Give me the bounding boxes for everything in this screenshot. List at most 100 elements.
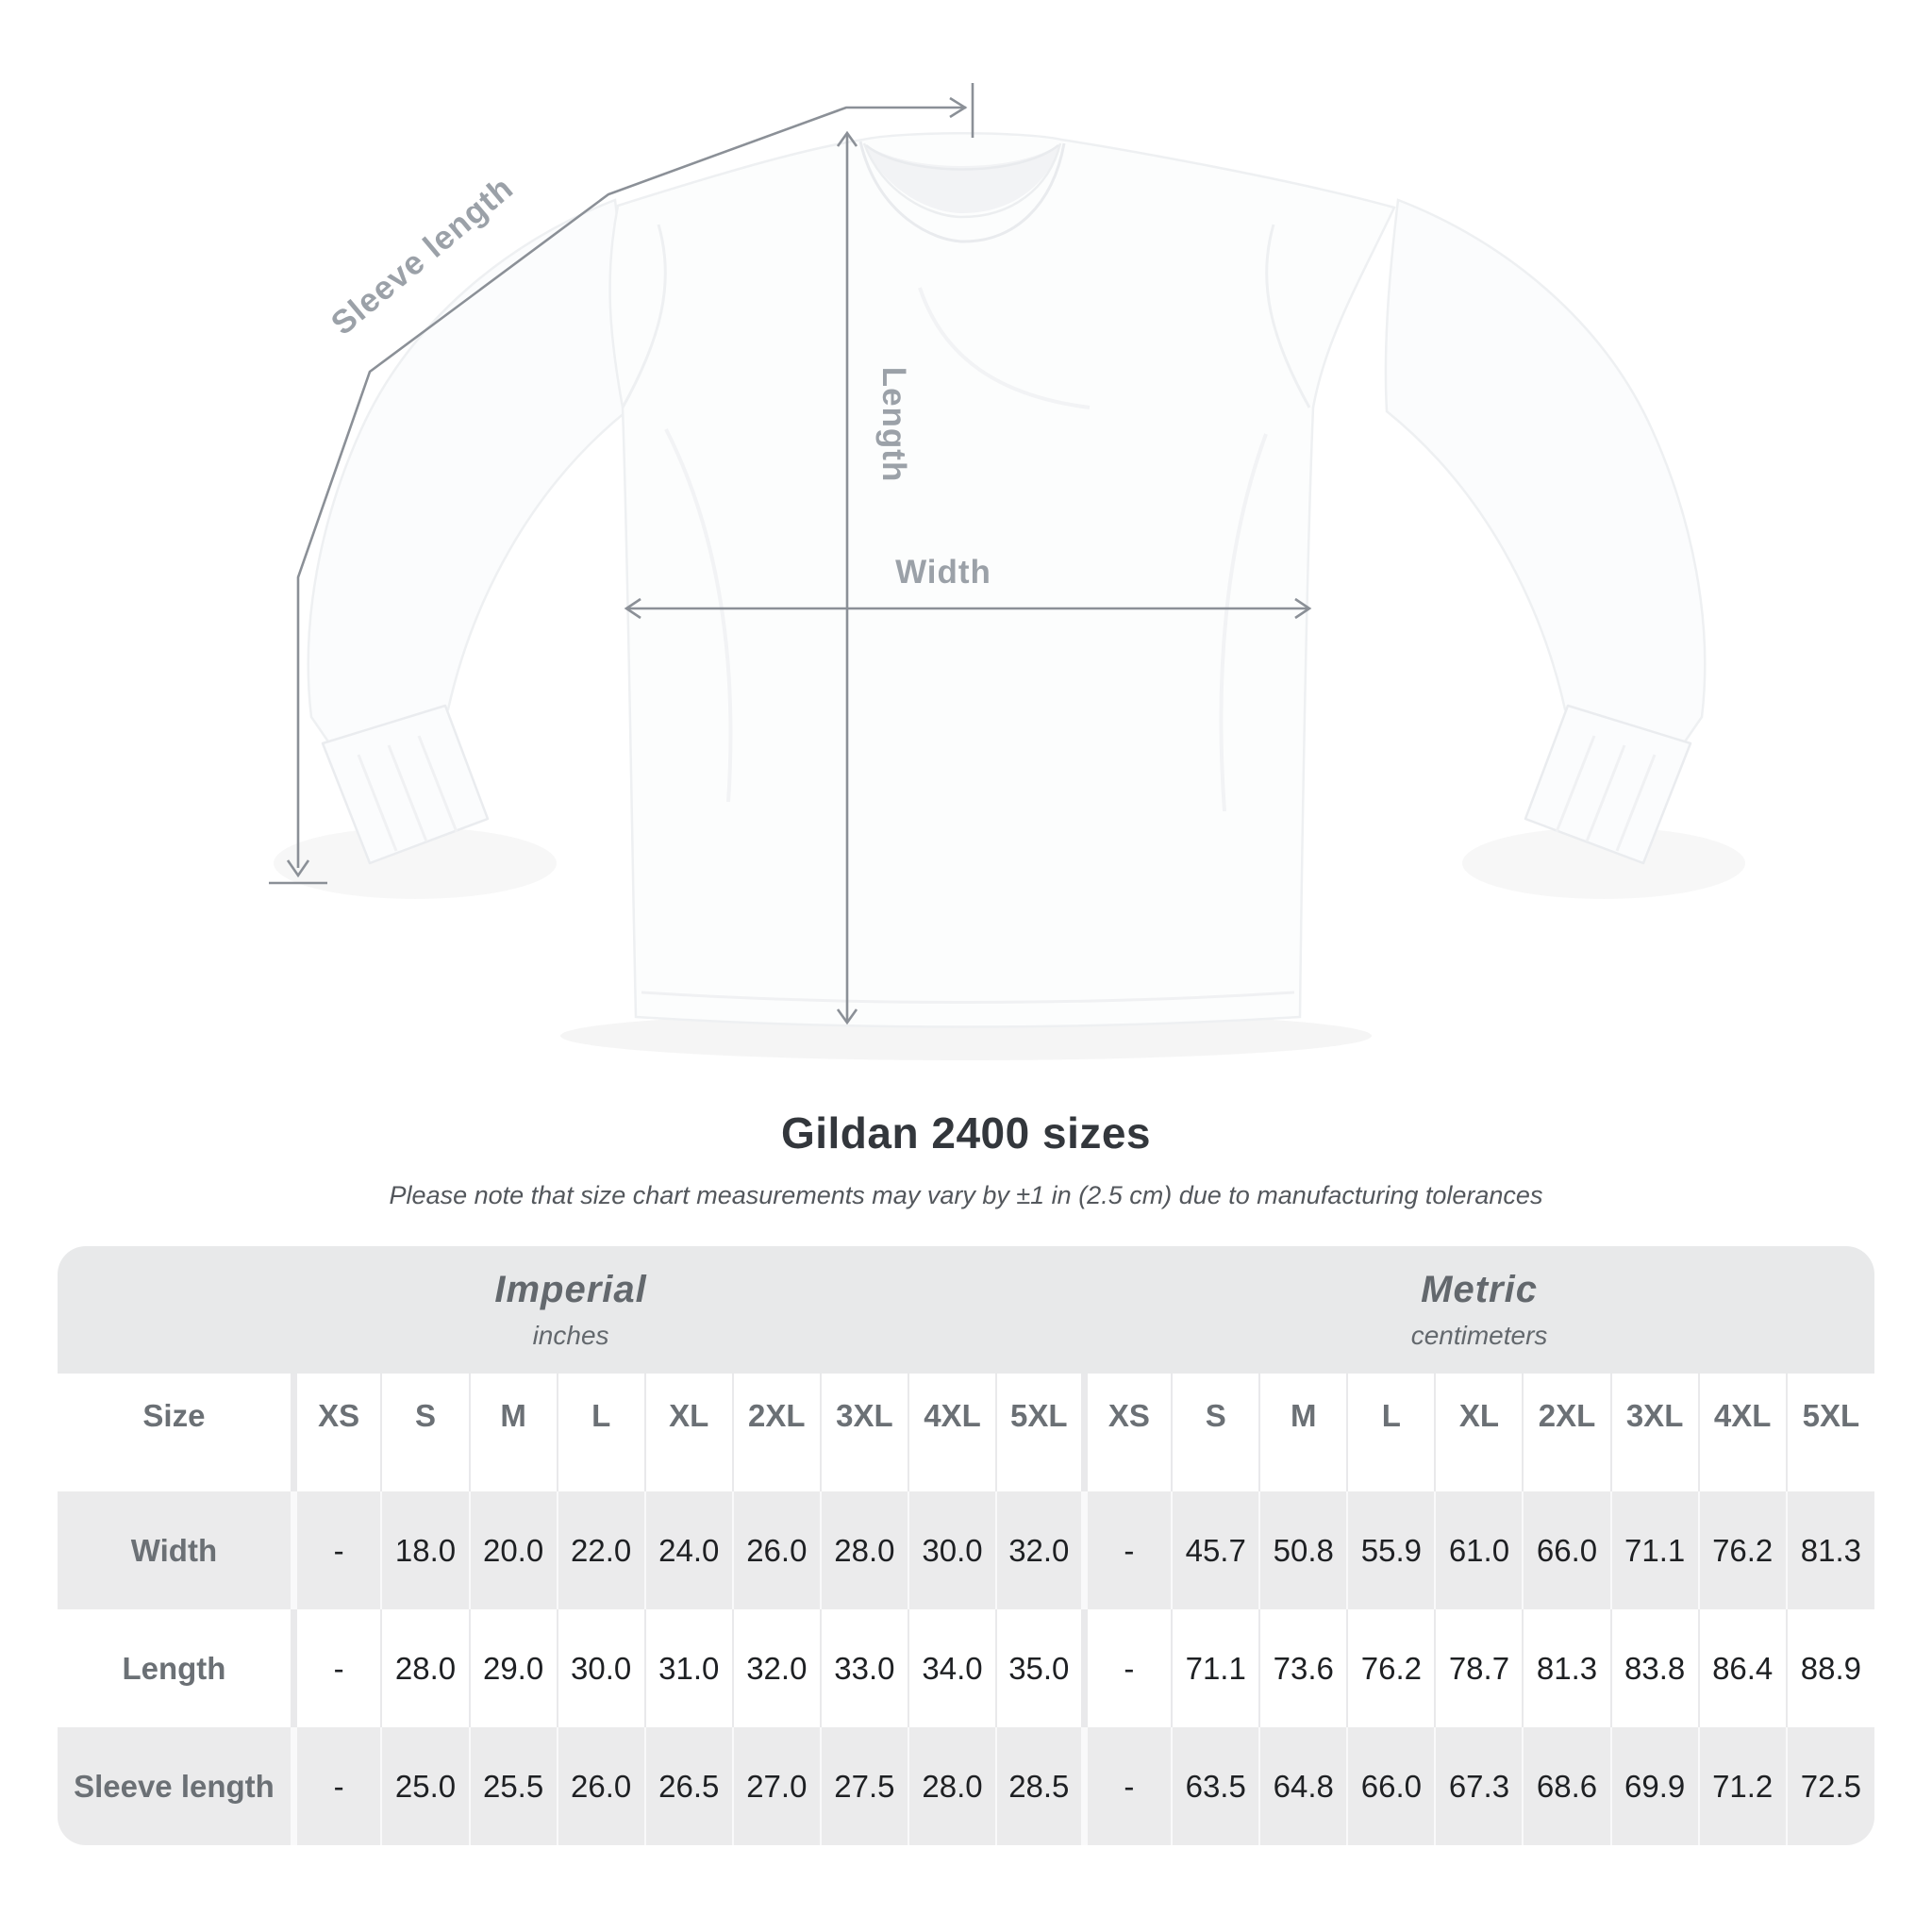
- row-label: Length: [58, 1609, 294, 1727]
- size-header: 5XL: [995, 1374, 1085, 1491]
- length-annotation: Length: [836, 130, 912, 1025]
- size-table: Imperial inches Metric centimeters Size …: [58, 1246, 1874, 1845]
- width-annotation: Width: [624, 554, 1312, 620]
- cell: 20.0: [468, 1491, 558, 1609]
- sleeve-length-arrow-right: [949, 96, 968, 119]
- metric-group-unit: centimeters: [1410, 1321, 1548, 1350]
- cell: 61.0: [1434, 1491, 1524, 1609]
- size-header: M: [468, 1374, 558, 1491]
- cell: 30.0: [907, 1491, 997, 1609]
- cell: 81.3: [1522, 1609, 1611, 1727]
- row-label: Width: [58, 1491, 294, 1609]
- size-header: 4XL: [907, 1374, 997, 1491]
- shirt-right-sleeve: [1384, 198, 1707, 865]
- size-header: 2XL: [731, 1374, 821, 1491]
- cell: 71.2: [1697, 1727, 1787, 1845]
- cell: 69.9: [1609, 1727, 1699, 1845]
- size-header-row: Size XS S M L XL 2XL 3XL 4XL 5XL XS S M …: [58, 1374, 1874, 1491]
- size-header: 4XL: [1697, 1374, 1787, 1491]
- cell: 28.0: [819, 1491, 908, 1609]
- cell: 25.0: [380, 1727, 470, 1845]
- cell: 83.8: [1609, 1609, 1699, 1727]
- sleeve-length-arrow-down: [286, 859, 310, 878]
- size-header: 3XL: [1609, 1374, 1699, 1491]
- cell: -: [290, 1609, 382, 1727]
- cell: 55.9: [1346, 1491, 1436, 1609]
- cell: 35.0: [995, 1609, 1085, 1727]
- cell: 76.2: [1697, 1491, 1787, 1609]
- cell: -: [1080, 1609, 1173, 1727]
- cell: 25.5: [468, 1727, 558, 1845]
- cell: 64.8: [1258, 1727, 1348, 1845]
- cell: 24.0: [643, 1491, 733, 1609]
- cell: 34.0: [907, 1609, 997, 1727]
- size-header: S: [380, 1374, 470, 1491]
- cell: 33.0: [819, 1609, 908, 1727]
- row-label: Sleeve length: [58, 1727, 294, 1845]
- sleeve-length-line: [296, 106, 966, 868]
- cell: -: [1080, 1491, 1173, 1609]
- size-header: XL: [643, 1374, 733, 1491]
- metric-group-header: Metric centimeters: [1084, 1246, 1874, 1374]
- size-header: M: [1258, 1374, 1348, 1491]
- size-header: XS: [1080, 1374, 1173, 1491]
- cell: 26.0: [731, 1491, 821, 1609]
- unit-group-row: Imperial inches Metric centimeters: [58, 1246, 1874, 1374]
- cell: 73.6: [1258, 1609, 1348, 1727]
- cell: 66.0: [1522, 1491, 1611, 1609]
- cell: 81.3: [1785, 1491, 1874, 1609]
- shirt-left-sleeve: [307, 198, 629, 865]
- cell: 71.1: [1609, 1491, 1699, 1609]
- cell: 32.0: [995, 1491, 1085, 1609]
- imperial-group-name: Imperial: [494, 1269, 647, 1310]
- size-table-container: Imperial inches Metric centimeters Size …: [58, 1246, 1874, 1845]
- width-label: Width: [895, 554, 991, 591]
- page-title: Gildan 2400 sizes: [780, 1108, 1152, 1158]
- table-row-width: Width - 18.0 20.0 22.0 24.0 26.0 28.0 30…: [58, 1491, 1874, 1609]
- size-header: XL: [1434, 1374, 1524, 1491]
- metric-group-name: Metric: [1421, 1269, 1538, 1310]
- cell: 28.0: [380, 1609, 470, 1727]
- cell: 50.8: [1258, 1491, 1348, 1609]
- size-header: L: [556, 1374, 645, 1491]
- shirt-collar: [858, 141, 1066, 243]
- tolerance-note: Please note that size chart measurements…: [389, 1181, 1543, 1209]
- cell: 29.0: [468, 1609, 558, 1727]
- length-arrow-down: [836, 1008, 858, 1025]
- cell: 72.5: [1785, 1727, 1874, 1845]
- cell: 71.1: [1171, 1609, 1260, 1727]
- cell: 30.0: [556, 1609, 645, 1727]
- width-arrow-right: [1294, 597, 1312, 620]
- width-arrow-left: [624, 597, 641, 620]
- length-label: Length: [875, 367, 912, 483]
- cell: 28.5: [995, 1727, 1085, 1845]
- cell: -: [1080, 1727, 1173, 1845]
- size-header: 3XL: [819, 1374, 908, 1491]
- cell: 31.0: [643, 1609, 733, 1727]
- length-arrow-up: [836, 130, 858, 147]
- imperial-group-header: Imperial inches: [58, 1246, 1085, 1374]
- size-header: 2XL: [1522, 1374, 1611, 1491]
- size-header: 5XL: [1785, 1374, 1874, 1491]
- table-row-sleeve-length: Sleeve length - 25.0 25.5 26.0 26.5 27.0…: [58, 1727, 1874, 1845]
- size-column-header: Size: [58, 1374, 294, 1491]
- cell: 18.0: [380, 1491, 470, 1609]
- cell: 88.9: [1785, 1609, 1874, 1727]
- size-header: XS: [290, 1374, 382, 1491]
- shirt-diagram: Sleeve length Length Width: [269, 83, 1707, 1060]
- cell: 86.4: [1697, 1609, 1787, 1727]
- cell: 67.3: [1434, 1727, 1524, 1845]
- cell: 26.0: [556, 1727, 645, 1845]
- cell: 32.0: [731, 1609, 821, 1727]
- cell: -: [290, 1727, 382, 1845]
- shirt-body: [608, 132, 1396, 1028]
- cell: 68.6: [1522, 1727, 1611, 1845]
- table-row-length: Length - 28.0 29.0 30.0 31.0 32.0 33.0 3…: [58, 1609, 1874, 1727]
- cell: 78.7: [1434, 1609, 1524, 1727]
- cell: 28.0: [907, 1727, 997, 1845]
- cell: -: [290, 1491, 382, 1609]
- cell: 76.2: [1346, 1609, 1436, 1727]
- imperial-group-unit: inches: [532, 1321, 609, 1350]
- cell: 45.7: [1171, 1491, 1260, 1609]
